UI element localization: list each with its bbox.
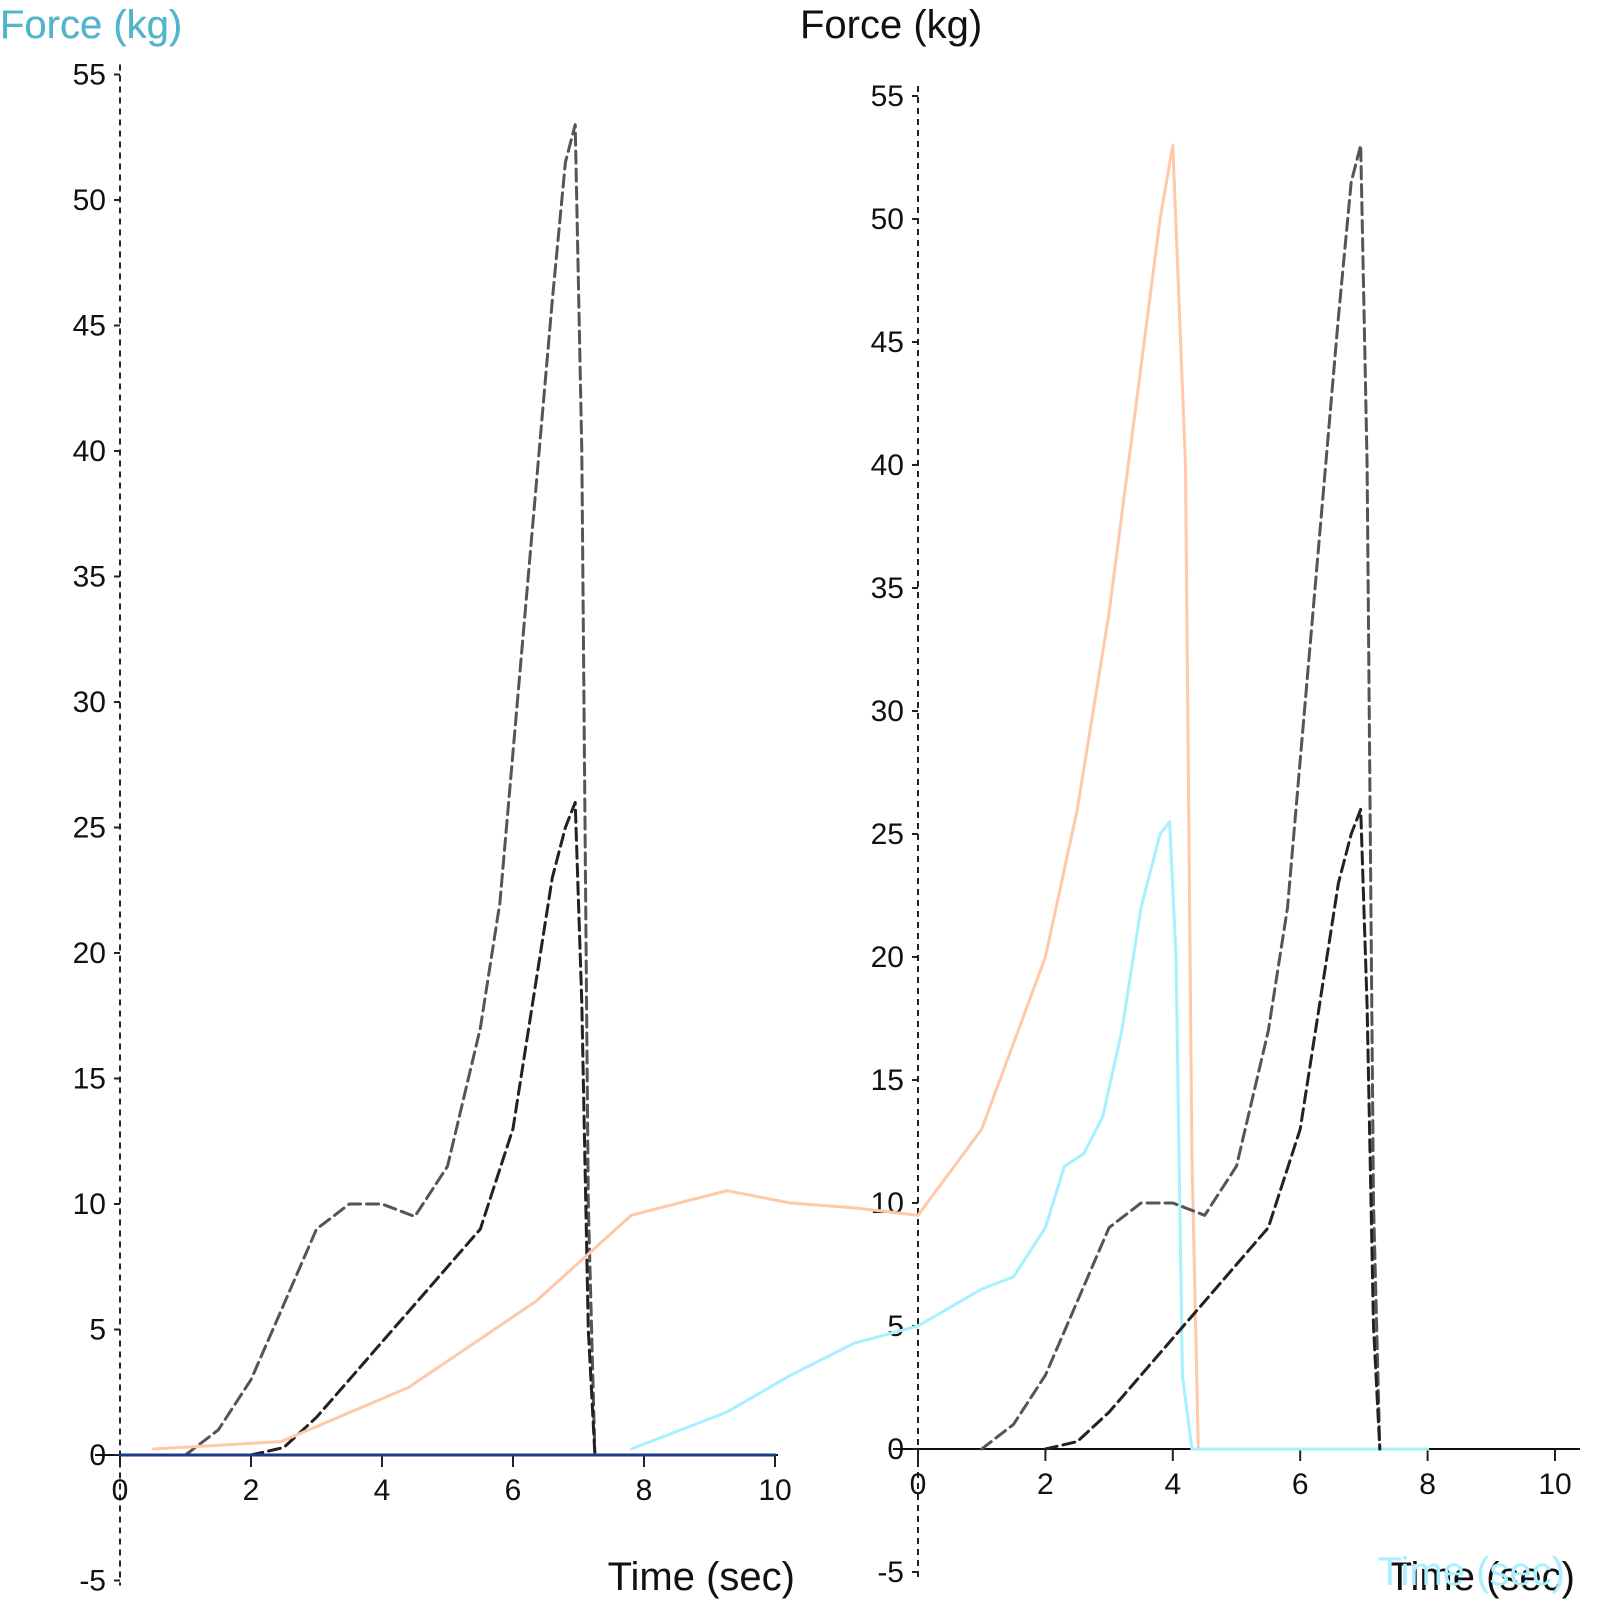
right-x-tick-label: 8 [1419,1468,1436,1501]
left-y-tick-label: 45 [73,310,106,343]
right-series-solid-orange [152,143,1200,1451]
left-y-tick-label: 50 [73,184,106,217]
right-y-tick-label: -5 [877,1556,904,1589]
left-y-tick-label: 20 [73,937,106,970]
left-y-tick-label: 0 [89,1439,106,1472]
left-y-tick-label: 15 [73,1063,106,1096]
right-x-tick-label: 6 [1292,1468,1309,1501]
right-series-dashed-grey [980,143,1382,1451]
right-y-tick-label: 15 [871,1064,904,1097]
right-y-tick-label: 35 [871,572,904,605]
right-y-tick-label: 10 [871,1187,904,1220]
left-x-tick-label: 4 [374,1474,391,1507]
right-series-dashed-black [1043,807,1382,1451]
left-y-tick-label: 10 [73,1188,106,1221]
right-y-tick-label: 40 [871,449,904,482]
right-y-axis-title: Force (kg) [800,3,982,47]
left-x-tick-label: 2 [243,1474,260,1507]
right-y-tick-label: 5 [887,1310,904,1343]
left-x-tick-label: 10 [758,1474,791,1507]
left-y-tick-label: 30 [73,686,106,719]
right-x-tick-label: 2 [1037,1468,1054,1501]
left-panel: -5 0 5 10 15 20 25 30 35 40 45 50 55 0 2 4 6 8 10 Force (kg… [0,3,795,1599]
left-y-tick-label: 5 [89,1314,106,1347]
right-series-solid-cyan [629,820,1430,1451]
right-y-tick-label: 20 [871,941,904,974]
left-y-axis-title: Force (kg) [0,3,182,47]
right-y-tick-label: 55 [871,80,904,113]
left-series-dashed-grey [184,123,597,1457]
left-x-tick-label: 0 [112,1474,129,1507]
right-y-tick-label: 25 [871,818,904,851]
left-y-tick-label: 35 [73,561,106,594]
left-y-axis-title-overlay: Force (kg) [0,3,182,47]
right-x-axis-title: Time (sec) [1388,1555,1575,1599]
right-y-tick-label: 0 [887,1433,904,1466]
right-x-tick-label: 4 [1164,1468,1181,1501]
left-y-tick-label: -5 [79,1565,106,1598]
left-y-tick-label: 55 [73,59,106,92]
right-x-tick-label: 0 [910,1468,927,1501]
right-y-tick-label: 50 [871,203,904,236]
left-y-tick-label: 25 [73,812,106,845]
left-x-tick-label: 6 [505,1474,522,1507]
left-x-axis-title: Time (sec) [608,1555,795,1599]
left-series-dashed-black [249,800,597,1457]
left-y-tick-label: 40 [73,435,106,468]
right-x-axis-title-overlay: Time (sec) [1378,1550,1565,1594]
right-panel: -5 0 5 10 15 20 25 30 35 40 45 50 55 0 2 4 6 8 10 Force (kg… [152,3,1580,1599]
left-x-tick-label: 8 [636,1474,653,1507]
right-y-tick-label: 30 [871,695,904,728]
right-y-tick-label: 45 [871,326,904,359]
right-x-tick-label: 10 [1538,1468,1571,1501]
